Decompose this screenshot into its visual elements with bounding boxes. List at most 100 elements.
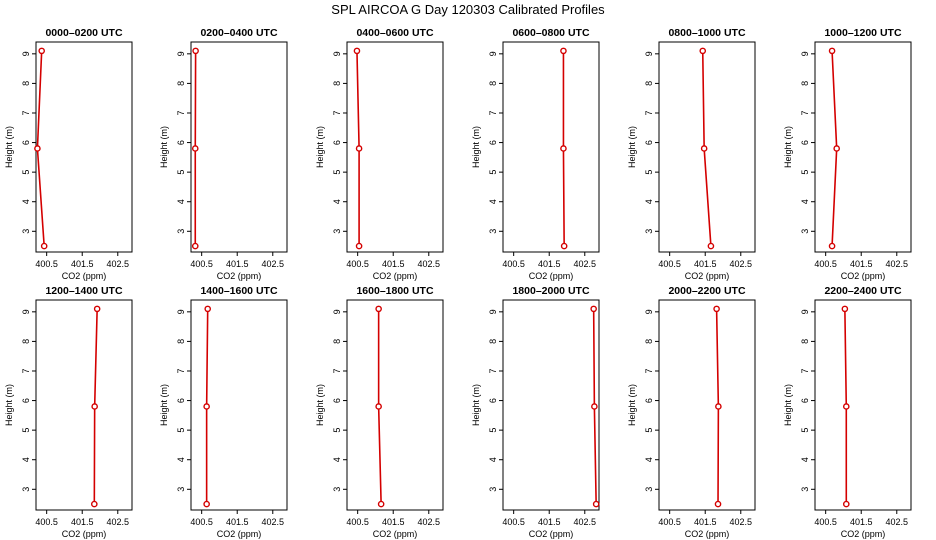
y-tick-label: 7 [488, 368, 498, 373]
data-point [560, 145, 567, 152]
y-tick-label: 5 [488, 428, 498, 433]
x-tick-label: 402.5 [730, 517, 753, 527]
y-tick-label: 9 [800, 51, 810, 56]
panel: 2200–2400 UTC 400.5 401.5 402.5 3 4 5 6 7 8 9 CO2 (… [783, 285, 912, 539]
plot-frame [814, 299, 912, 511]
data-point [355, 145, 363, 152]
y-tick-label: 3 [800, 487, 810, 492]
y-tick-label: 8 [644, 339, 654, 344]
y-tick-label: 9 [332, 309, 342, 314]
y-tick-label: 3 [332, 229, 342, 234]
panel: 1000–1200 UTC 400.5 401.5 402.5 3 4 5 6 7 8 9 CO2 (… [783, 27, 912, 281]
y-tick-label: 6 [332, 140, 342, 145]
y-tick-label: 5 [644, 170, 654, 175]
y-tick-label: 3 [332, 487, 342, 492]
data-point [560, 47, 567, 55]
plot-frame [502, 299, 600, 511]
panel-title: 1400–1600 UTC [200, 285, 277, 297]
x-tick-label: 401.5 [382, 259, 405, 269]
x-axis-label: CO2 (ppm) [685, 529, 730, 539]
x-tick-label: 401.5 [694, 259, 717, 269]
x-tick-label: 402.5 [418, 517, 441, 527]
data-point [91, 500, 98, 508]
x-tick-label: 400.5 [190, 259, 213, 269]
x-tick-label: 401.5 [382, 517, 405, 527]
x-axis-label: CO2 (ppm) [373, 271, 418, 281]
y-axis-label: Height (m) [627, 384, 637, 426]
y-tick-label: 4 [644, 457, 654, 462]
data-point [713, 305, 720, 313]
x-axis-label: CO2 (ppm) [373, 529, 418, 539]
y-tick-label: 7 [21, 110, 31, 115]
plot-frame [814, 41, 912, 253]
data-point [203, 500, 210, 508]
x-tick-label: 402.5 [574, 517, 597, 527]
data-point [590, 305, 597, 313]
y-tick-label: 5 [176, 170, 186, 175]
data-point [91, 403, 98, 410]
data-point [203, 403, 210, 410]
plot-frame [346, 41, 444, 253]
data-point [34, 145, 41, 152]
x-tick-label: 402.5 [886, 517, 909, 527]
y-tick-label: 5 [176, 428, 186, 433]
data-point [592, 500, 600, 508]
y-tick-label: 5 [800, 428, 810, 433]
x-tick-label: 400.5 [814, 517, 837, 527]
data-point [833, 145, 840, 152]
y-tick-label: 3 [176, 487, 186, 492]
data-point [375, 403, 382, 410]
y-axis-label: Height (m) [783, 384, 793, 426]
plot-frame [658, 299, 756, 511]
data-point [842, 403, 850, 410]
y-tick-label: 4 [800, 457, 810, 462]
plot-frame [35, 299, 133, 511]
x-tick-label: 400.5 [190, 517, 213, 527]
x-axis-label: CO2 (ppm) [841, 271, 886, 281]
y-tick-label: 5 [800, 170, 810, 175]
plot-frame [190, 299, 288, 511]
panel: 0000–0200 UTC 400.5 401.5 402.5 3 4 5 6 7 8 9 CO2 (… [4, 27, 133, 281]
y-tick-label: 3 [176, 229, 186, 234]
y-axis-label: Height (m) [4, 384, 14, 426]
y-tick-label: 9 [176, 309, 186, 314]
x-axis-label: CO2 (ppm) [685, 271, 730, 281]
y-tick-label: 4 [488, 199, 498, 204]
plot-frame [346, 299, 444, 511]
panel: 1400–1600 UTC 400.5 401.5 402.5 3 4 5 6 7 8 9 CO2 (… [159, 285, 288, 539]
y-tick-label: 7 [644, 110, 654, 115]
y-tick-label: 3 [800, 229, 810, 234]
x-tick-label: 401.5 [538, 517, 561, 527]
x-axis-label: CO2 (ppm) [62, 271, 107, 281]
panel: 1800–2000 UTC 400.5 401.5 402.5 3 4 5 6 7 8 9 CO2 (… [471, 285, 600, 539]
panel: 0800–1000 UTC 400.5 401.5 402.5 3 4 5 6 7 8 9 CO2 (… [627, 27, 756, 281]
panel-title: 2200–2400 UTC [824, 285, 901, 297]
y-tick-label: 3 [488, 487, 498, 492]
y-tick-label: 9 [488, 309, 498, 314]
x-axis-label: CO2 (ppm) [529, 529, 574, 539]
y-tick-label: 8 [332, 81, 342, 86]
y-axis-label: Height (m) [4, 126, 14, 168]
y-tick-label: 7 [21, 368, 31, 373]
y-tick-label: 6 [176, 398, 186, 403]
panel-title: 1600–1800 UTC [356, 285, 433, 297]
panel: 0400–0600 UTC 400.5 401.5 402.5 3 4 5 6 7 8 9 CO2 (… [315, 27, 444, 281]
panel-title: 0600–0800 UTC [512, 27, 589, 39]
y-axis-label: Height (m) [471, 384, 481, 426]
data-point [560, 242, 568, 250]
x-axis-label: CO2 (ppm) [62, 529, 107, 539]
data-point [375, 305, 382, 313]
plot-frame [35, 41, 133, 253]
x-axis-label: CO2 (ppm) [217, 271, 262, 281]
y-tick-label: 9 [332, 51, 342, 56]
panel-title: 0800–1000 UTC [668, 27, 745, 39]
y-tick-label: 3 [488, 229, 498, 234]
y-tick-label: 7 [332, 368, 342, 373]
x-tick-label: 401.5 [226, 259, 249, 269]
y-tick-label: 6 [644, 398, 654, 403]
y-tick-label: 9 [21, 309, 31, 314]
y-tick-label: 5 [332, 428, 342, 433]
y-tick-label: 5 [332, 170, 342, 175]
data-point [191, 242, 199, 250]
y-tick-label: 5 [488, 170, 498, 175]
